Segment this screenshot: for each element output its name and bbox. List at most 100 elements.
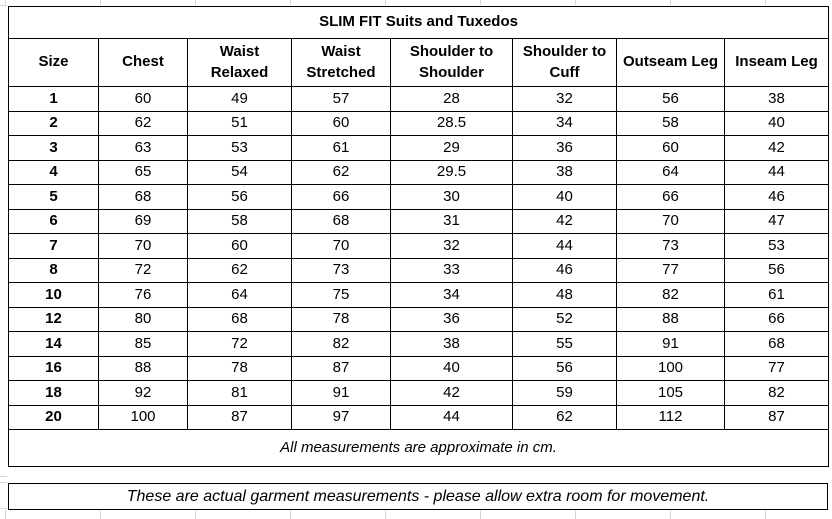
gridline-tick: [5, 510, 6, 519]
value-cell: 59: [512, 380, 617, 406]
gridline-tick: [290, 510, 291, 519]
value-cell: 68: [98, 184, 188, 210]
value-cell: 53: [723, 233, 830, 259]
value-cell: 36: [512, 135, 617, 161]
value-cell: 62: [187, 257, 292, 283]
header-cell-size: Size: [8, 38, 99, 87]
value-cell: 46: [512, 257, 617, 283]
value-cell: 60: [291, 110, 391, 136]
value-cell: 66: [616, 184, 725, 210]
value-cell: 91: [616, 331, 725, 357]
gridline-tick: [480, 0, 481, 5]
value-cell: 56: [512, 355, 617, 381]
value-cell: 68: [187, 306, 292, 332]
gridline-tick: [0, 508, 7, 509]
value-cell: 82: [616, 282, 725, 308]
value-cell: 36: [390, 306, 513, 332]
value-cell: 33: [390, 257, 513, 283]
value-cell: 38: [390, 331, 513, 357]
table-row: 4 65 54 62 29.5 38 64 44: [8, 159, 830, 185]
gridline-tick: [195, 510, 196, 519]
measurements-note-row: All measurements are approximate in cm.: [7, 429, 830, 467]
size-cell: 10: [8, 282, 99, 308]
value-cell: 87: [723, 404, 830, 430]
value-cell: 70: [98, 233, 188, 259]
value-cell: 112: [616, 404, 725, 430]
value-cell: 46: [723, 184, 830, 210]
gridline-tick: [480, 510, 481, 519]
value-cell: 57: [291, 86, 391, 112]
value-cell: 60: [187, 233, 292, 259]
header-cell-outseam-leg: Outseam Leg: [616, 38, 725, 87]
value-cell: 42: [512, 208, 617, 234]
header-cell-shoulder-to-cuff: Shoulder to Cuff: [512, 38, 617, 87]
value-cell: 73: [616, 233, 725, 259]
value-cell: 64: [616, 159, 725, 185]
value-cell: 53: [187, 135, 292, 161]
table-row: 20 100 87 97 44 62 112 87: [8, 404, 830, 430]
value-cell: 51: [187, 110, 292, 136]
measurements-note: All measurements are approximate in cm.: [7, 429, 830, 467]
size-cell: 3: [8, 135, 99, 161]
table-row: 2 62 51 60 28.5 34 58 40: [8, 110, 830, 136]
gridline-tick: [290, 0, 291, 5]
value-cell: 97: [291, 404, 391, 430]
value-cell: 77: [723, 355, 830, 381]
size-chart-table: SLIM FIT Suits and Tuxedos Size Chest Wais…: [7, 6, 830, 467]
gridline-tick: [385, 510, 386, 519]
size-cell: 2: [8, 110, 99, 136]
value-cell: 66: [291, 184, 391, 210]
value-cell: 28: [390, 86, 513, 112]
table-row: 12 80 68 78 36 52 88 66: [8, 306, 830, 332]
table-title: SLIM FIT Suits and Tuxedos: [7, 6, 830, 39]
value-cell: 60: [616, 135, 725, 161]
gridline-tick: [765, 0, 766, 5]
value-cell: 66: [723, 306, 830, 332]
value-cell: 64: [187, 282, 292, 308]
value-cell: 32: [390, 233, 513, 259]
value-cell: 73: [291, 257, 391, 283]
value-cell: 82: [291, 331, 391, 357]
value-cell: 47: [723, 208, 830, 234]
value-cell: 34: [390, 282, 513, 308]
size-cell: 12: [8, 306, 99, 332]
value-cell: 58: [187, 208, 292, 234]
value-cell: 42: [390, 380, 513, 406]
table-row: 1 60 49 57 28 32 56 38: [8, 86, 830, 112]
size-cell: 20: [8, 404, 99, 430]
value-cell: 68: [291, 208, 391, 234]
gridline-tick: [765, 510, 766, 519]
gridline-tick: [575, 0, 576, 5]
value-cell: 29.5: [390, 159, 513, 185]
header-cell-chest: Chest: [98, 38, 188, 87]
value-cell: 70: [291, 233, 391, 259]
table-row: 5 68 56 66 30 40 66 46: [8, 184, 830, 210]
value-cell: 72: [187, 331, 292, 357]
value-cell: 56: [723, 257, 830, 283]
value-cell: 40: [512, 184, 617, 210]
value-cell: 65: [98, 159, 188, 185]
value-cell: 29: [390, 135, 513, 161]
value-cell: 78: [291, 306, 391, 332]
value-cell: 78: [187, 355, 292, 381]
value-cell: 68: [723, 331, 830, 357]
value-cell: 44: [390, 404, 513, 430]
gridline-tick: [100, 0, 101, 5]
value-cell: 88: [616, 306, 725, 332]
table-body: 1 60 49 57 28 32 56 38 2 62 51 60 28.5 34 58 40 3 63 53 61 2…: [8, 86, 830, 430]
table-row: 14 85 72 82 38 55 91 68: [8, 331, 830, 357]
value-cell: 100: [98, 404, 188, 430]
value-cell: 38: [512, 159, 617, 185]
gridline-tick: [670, 510, 671, 519]
value-cell: 61: [291, 135, 391, 161]
value-cell: 34: [512, 110, 617, 136]
value-cell: 88: [98, 355, 188, 381]
value-cell: 72: [98, 257, 188, 283]
header-cell-shoulder-to-shoulder: Shoulder to Shoulder: [390, 38, 513, 87]
value-cell: 60: [98, 86, 188, 112]
value-cell: 48: [512, 282, 617, 308]
value-cell: 44: [723, 159, 830, 185]
gridline-tick: [575, 510, 576, 519]
value-cell: 76: [98, 282, 188, 308]
